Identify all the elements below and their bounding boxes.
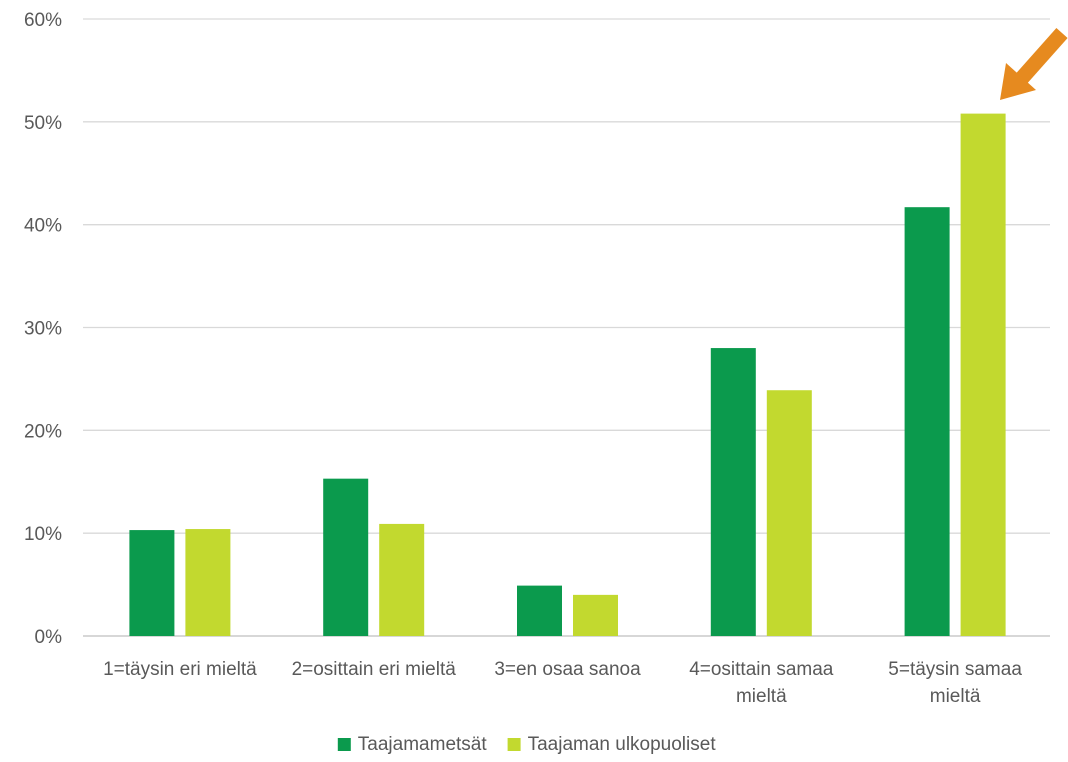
x-tick-label: mieltä bbox=[736, 686, 787, 707]
bar bbox=[960, 113, 1006, 636]
bar bbox=[710, 348, 756, 636]
x-tick-label: 5=täysin samaa bbox=[888, 659, 1022, 680]
legend-label: Taajamametsät bbox=[358, 734, 488, 755]
y-tick-label: 60% bbox=[24, 10, 62, 31]
y-tick-label: 20% bbox=[24, 421, 62, 442]
gridlines bbox=[83, 18, 1050, 637]
legend: Taajamametsät Taajaman ulkopuoliset bbox=[337, 734, 717, 755]
y-tick-label: 50% bbox=[24, 113, 62, 134]
bar bbox=[517, 585, 562, 636]
bar bbox=[904, 207, 950, 636]
bars bbox=[129, 113, 1006, 636]
y-tick-label: 10% bbox=[24, 524, 62, 545]
x-tick-label: 1=täysin eri mieltä bbox=[103, 659, 257, 680]
y-tick-label: 40% bbox=[24, 216, 62, 237]
x-tick-label: 3=en osaa sanoa bbox=[494, 659, 641, 680]
bar bbox=[129, 530, 175, 636]
bar bbox=[573, 594, 618, 636]
x-tick-label: 2=osittain eri mieltä bbox=[292, 659, 457, 680]
legend-swatch bbox=[337, 738, 351, 751]
x-tick-label: 4=osittain samaa bbox=[689, 659, 834, 680]
y-tick-label: 0% bbox=[35, 627, 63, 648]
x-axis-categories: 1=täysin eri mieltä 2=osittain eri mieltä… bbox=[103, 659, 1022, 707]
x-tick-label: mieltä bbox=[930, 686, 981, 707]
arrow-head bbox=[1000, 63, 1036, 100]
legend-swatch bbox=[507, 738, 521, 751]
bar bbox=[323, 478, 369, 636]
bar bbox=[185, 529, 231, 636]
arrow-shaft bbox=[1016, 28, 1068, 83]
y-tick-label: 30% bbox=[24, 319, 62, 340]
annotation bbox=[1000, 28, 1068, 100]
bar bbox=[379, 523, 425, 636]
y-axis-ticks: 0% 10% 20% 30% 40% 50% 60% bbox=[24, 10, 62, 648]
legend-label: Taajaman ulkopuoliset bbox=[528, 734, 717, 755]
bar bbox=[766, 390, 812, 636]
